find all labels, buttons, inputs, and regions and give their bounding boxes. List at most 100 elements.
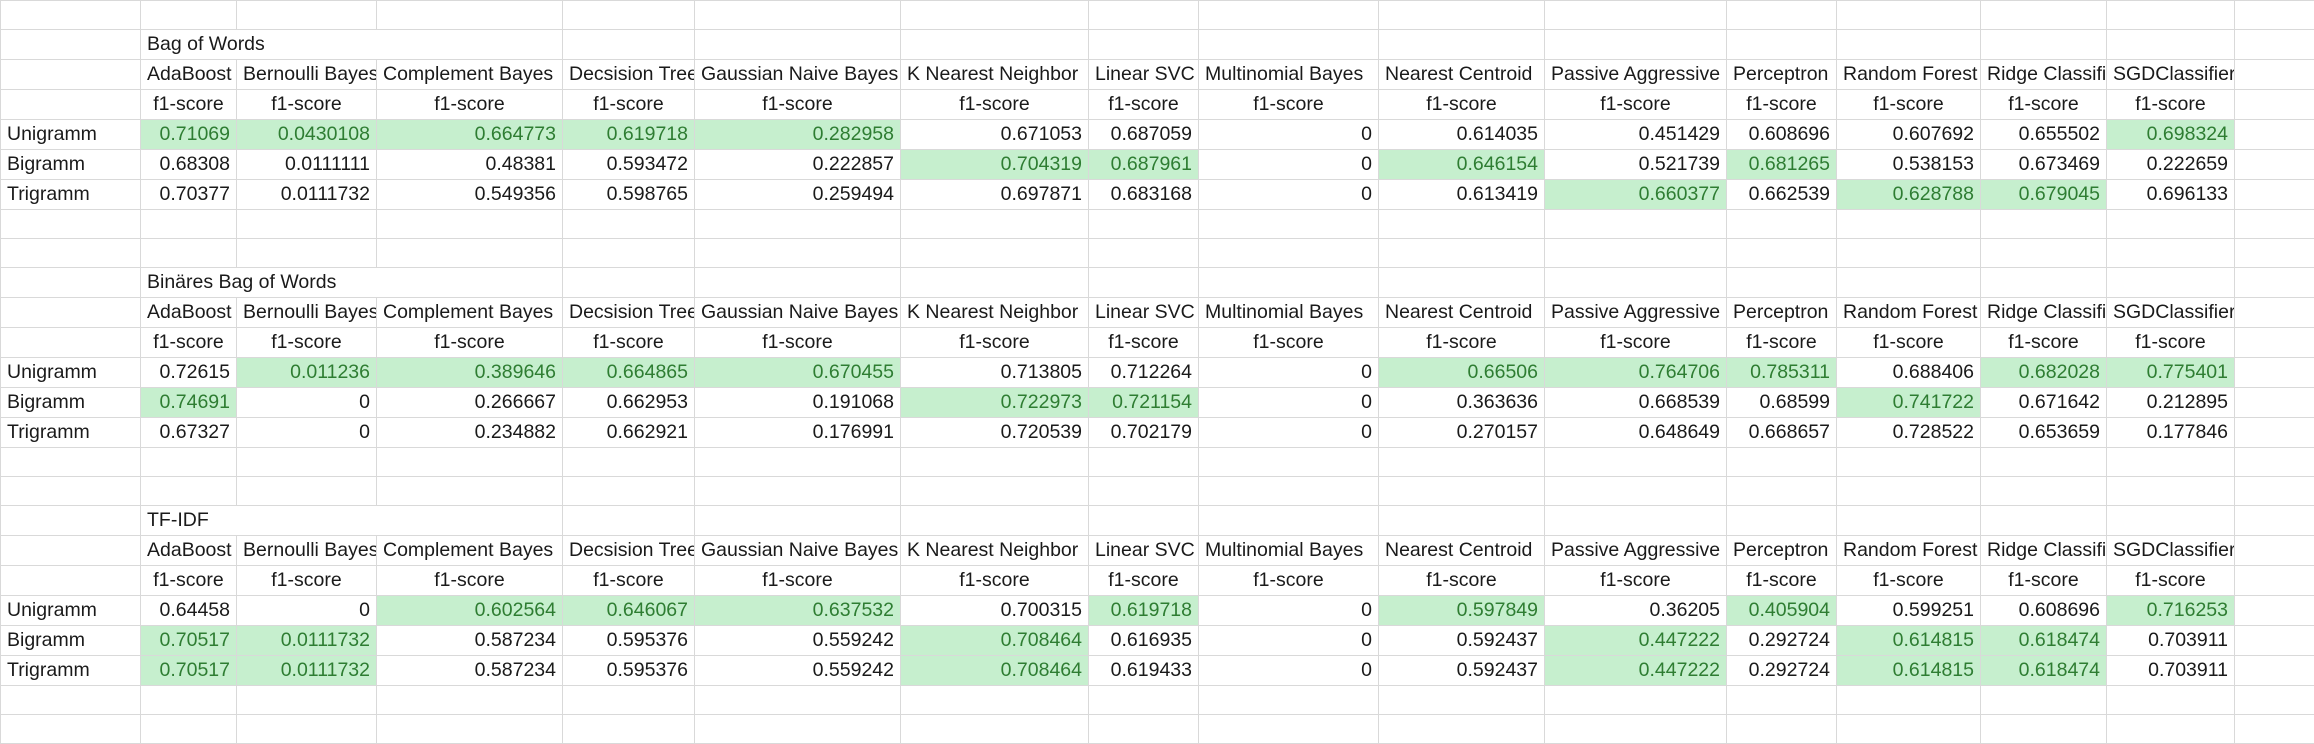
empty-cell[interactable]	[1379, 210, 1545, 239]
empty-cell[interactable]	[1089, 686, 1199, 715]
score-cell[interactable]: 0.0430108	[237, 120, 377, 150]
score-cell[interactable]: 0.655502	[1981, 120, 2107, 150]
empty-cell[interactable]	[563, 477, 695, 506]
score-cell[interactable]: 0.177846	[2107, 418, 2235, 448]
empty-cell[interactable]	[563, 506, 695, 536]
metric-header[interactable]: f1-score	[1545, 90, 1727, 120]
score-cell[interactable]: 0.36205	[1545, 596, 1727, 626]
empty-cell[interactable]	[1545, 1, 1727, 30]
metric-header[interactable]: f1-score	[2107, 328, 2235, 358]
score-cell[interactable]: 0.587234	[377, 626, 563, 656]
score-cell[interactable]: 0.671642	[1981, 388, 2107, 418]
empty-cell[interactable]	[1981, 239, 2107, 268]
empty-cell[interactable]	[1089, 506, 1199, 536]
score-cell[interactable]: 0.212895	[2107, 388, 2235, 418]
score-cell[interactable]: 0.011236	[237, 358, 377, 388]
empty-cell[interactable]	[695, 477, 901, 506]
empty-cell[interactable]	[1, 536, 141, 566]
empty-cell[interactable]	[563, 268, 695, 298]
empty-cell[interactable]	[1199, 448, 1379, 477]
score-cell[interactable]: 0	[1199, 388, 1379, 418]
empty-cell[interactable]	[1379, 477, 1545, 506]
empty-cell[interactable]	[1379, 715, 1545, 744]
empty-cell[interactable]	[1199, 686, 1379, 715]
score-cell[interactable]: 0.662953	[563, 388, 695, 418]
empty-cell[interactable]	[2107, 210, 2235, 239]
score-cell[interactable]: 0.70517	[141, 626, 237, 656]
empty-cell[interactable]	[141, 477, 237, 506]
metric-header[interactable]: f1-score	[1727, 90, 1837, 120]
score-cell[interactable]: 0.613419	[1379, 180, 1545, 210]
empty-cell[interactable]	[2235, 1, 2314, 30]
row-label[interactable]: Trigramm	[1, 418, 141, 448]
empty-cell[interactable]	[1089, 715, 1199, 744]
score-cell[interactable]: 0.598765	[563, 180, 695, 210]
score-cell[interactable]: 0.688406	[1837, 358, 1981, 388]
metric-header[interactable]: f1-score	[377, 328, 563, 358]
classifier-header[interactable]: K Nearest Neighbor	[901, 60, 1089, 90]
score-cell[interactable]: 0.405904	[1727, 596, 1837, 626]
empty-cell[interactable]	[563, 1, 695, 30]
classifier-header[interactable]: Complement Bayes	[377, 536, 563, 566]
score-cell[interactable]: 0.614815	[1837, 626, 1981, 656]
metric-header[interactable]: f1-score	[1727, 566, 1837, 596]
score-cell[interactable]: 0.687059	[1089, 120, 1199, 150]
score-cell[interactable]: 0.447222	[1545, 656, 1727, 686]
score-cell[interactable]: 0.608696	[1727, 120, 1837, 150]
empty-cell[interactable]	[1379, 506, 1545, 536]
score-cell[interactable]: 0.653659	[1981, 418, 2107, 448]
empty-cell[interactable]	[1727, 477, 1837, 506]
score-cell[interactable]: 0.559242	[695, 626, 901, 656]
score-cell[interactable]: 0.592437	[1379, 656, 1545, 686]
score-cell[interactable]: 0.670455	[695, 358, 901, 388]
metric-header[interactable]: f1-score	[1837, 328, 1981, 358]
classifier-header[interactable]: AdaBoost	[141, 536, 237, 566]
empty-cell[interactable]	[1837, 268, 1981, 298]
empty-cell[interactable]	[2235, 150, 2314, 180]
empty-cell[interactable]	[237, 715, 377, 744]
empty-cell[interactable]	[237, 448, 377, 477]
metric-header[interactable]: f1-score	[1199, 328, 1379, 358]
metric-header[interactable]: f1-score	[1727, 328, 1837, 358]
empty-cell[interactable]	[1089, 477, 1199, 506]
empty-cell[interactable]	[1199, 506, 1379, 536]
classifier-header[interactable]: Random Forest	[1837, 60, 1981, 90]
score-cell[interactable]: 0.728522	[1837, 418, 1981, 448]
empty-cell[interactable]	[1, 90, 141, 120]
empty-cell[interactable]	[1379, 1, 1545, 30]
score-cell[interactable]: 0.0111732	[237, 626, 377, 656]
row-label[interactable]: Unigramm	[1, 596, 141, 626]
score-cell[interactable]: 0.66506	[1379, 358, 1545, 388]
empty-cell[interactable]	[377, 477, 563, 506]
classifier-header[interactable]: Perceptron	[1727, 298, 1837, 328]
empty-cell[interactable]	[1, 298, 141, 328]
score-cell[interactable]: 0.697871	[901, 180, 1089, 210]
empty-cell[interactable]	[1837, 1, 1981, 30]
score-cell[interactable]: 0.451429	[1545, 120, 1727, 150]
score-cell[interactable]: 0.71069	[141, 120, 237, 150]
empty-cell[interactable]	[1, 506, 141, 536]
score-cell[interactable]: 0.70517	[141, 656, 237, 686]
empty-cell[interactable]	[1545, 268, 1727, 298]
score-cell[interactable]: 0.592437	[1379, 626, 1545, 656]
classifier-header[interactable]: Bernoulli Bayes	[237, 60, 377, 90]
score-cell[interactable]: 0.607692	[1837, 120, 1981, 150]
metric-header[interactable]: f1-score	[377, 566, 563, 596]
empty-cell[interactable]	[377, 715, 563, 744]
row-label[interactable]: Trigramm	[1, 656, 141, 686]
metric-header[interactable]: f1-score	[901, 90, 1089, 120]
empty-cell[interactable]	[1, 686, 141, 715]
empty-cell[interactable]	[237, 210, 377, 239]
metric-header[interactable]: f1-score	[1981, 90, 2107, 120]
metric-header[interactable]: f1-score	[563, 328, 695, 358]
empty-cell[interactable]	[1545, 30, 1727, 60]
score-cell[interactable]: 0.646154	[1379, 150, 1545, 180]
empty-cell[interactable]	[1, 239, 141, 268]
metric-header[interactable]: f1-score	[1981, 328, 2107, 358]
empty-cell[interactable]	[2235, 686, 2314, 715]
empty-cell[interactable]	[237, 239, 377, 268]
empty-cell[interactable]	[563, 210, 695, 239]
score-cell[interactable]: 0.683168	[1089, 180, 1199, 210]
score-cell[interactable]: 0.0111732	[237, 656, 377, 686]
score-cell[interactable]: 0.292724	[1727, 656, 1837, 686]
